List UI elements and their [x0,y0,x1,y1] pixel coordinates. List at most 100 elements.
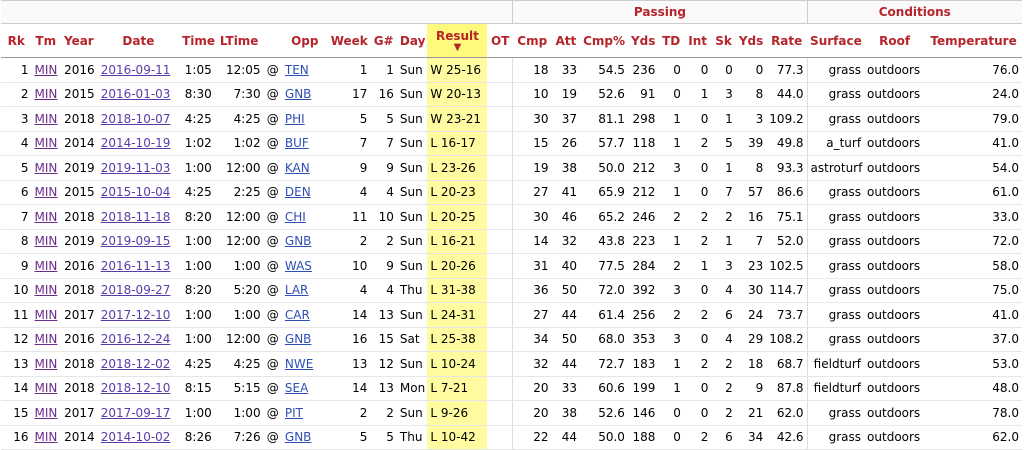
column-header-7[interactable]: Opp [281,23,328,58]
date-link[interactable]: 2017-12-10 [100,307,171,322]
team-link[interactable]: MIN [34,258,58,273]
column-header-13[interactable]: Cmp [512,23,552,58]
column-header-21[interactable]: Rate [766,23,808,58]
column-header-12[interactable]: OT [487,23,513,58]
date-link[interactable]: 2018-11-18 [100,209,171,224]
opponent-link[interactable]: TEN [284,62,309,77]
opponent-link[interactable]: PHI [284,111,305,126]
opponent-link[interactable]: GNB [284,430,312,445]
column-header-14[interactable]: Att [551,23,581,58]
date-link[interactable]: 2016-11-13 [100,258,171,273]
cell-7: PIT [281,400,328,426]
team-link[interactable]: MIN [34,332,58,347]
column-header-5[interactable]: LTime [214,23,264,58]
date-link[interactable]: 2018-12-10 [100,381,171,396]
column-header-20[interactable]: Yds [735,23,767,58]
cell-11: L 20-23 [427,180,488,205]
opponent-link[interactable]: GNB [284,332,312,347]
opponent-link[interactable]: DEN [284,185,311,200]
column-header-3[interactable]: Date [97,23,180,58]
cell-8: 9 [327,155,371,181]
cell-11: L 20-26 [427,253,488,279]
opponent-link[interactable]: CAR [284,307,310,322]
column-header-8[interactable]: Week [327,23,371,58]
column-header-10[interactable]: Day [396,23,428,58]
date-link[interactable]: 2018-09-27 [100,283,171,298]
cell-23: outdoors [864,376,926,401]
cell-15: 60.6 [580,376,628,401]
cell-2: 2019 [60,229,98,254]
date-link[interactable]: 2014-10-19 [100,136,171,151]
date-link[interactable]: 2015-10-04 [100,185,171,200]
team-link[interactable]: MIN [34,283,58,298]
cell-6: @ [263,155,282,181]
cell-19: 2 [711,351,736,377]
opponent-link[interactable]: GNB [284,234,312,249]
cell-5: 12:00 [214,327,264,352]
date-link[interactable]: 2017-09-17 [100,405,171,420]
team-link[interactable]: MIN [34,356,58,371]
column-header-24[interactable]: Temperature [925,23,1022,58]
team-link[interactable]: MIN [34,136,58,151]
team-link[interactable]: MIN [34,160,58,175]
opponent-link[interactable]: WAS [284,258,312,273]
team-link[interactable]: MIN [34,62,58,77]
column-header-22[interactable]: Surface [807,23,865,58]
column-header-15[interactable]: Cmp% [580,23,628,58]
cell-16: 146 [627,400,659,426]
opponent-link[interactable]: PIT [284,405,303,420]
column-header-9[interactable]: G# [370,23,397,58]
date-link[interactable]: 2019-11-03 [100,160,171,175]
team-link[interactable]: MIN [34,209,58,224]
cell-14: 37 [551,106,581,132]
cell-7: GNB [281,82,328,107]
cell-4: 8:20 [179,278,215,303]
cell-16: 236 [627,57,659,83]
cell-7: LAR [281,278,328,303]
column-header-1[interactable]: Tm [31,23,61,58]
date-link[interactable]: 2016-09-11 [100,62,171,77]
column-header-18[interactable]: Int [683,23,712,58]
opponent-link[interactable]: GNB [284,87,312,102]
date-link[interactable]: 2014-10-02 [100,430,171,445]
opponent-link[interactable]: CHI [284,209,306,224]
date-link[interactable]: 2018-10-07 [100,111,171,126]
team-link[interactable]: MIN [34,234,58,249]
opponent-link[interactable]: KAN [284,160,310,175]
column-header-4[interactable]: Time [179,23,215,58]
date-link[interactable]: 2019-09-15 [100,234,171,249]
column-header-6[interactable] [263,23,282,58]
team-link[interactable]: MIN [34,307,58,322]
date-link[interactable]: 2016-12-24 [100,332,171,347]
team-link[interactable]: MIN [34,111,58,126]
cell-22: grass [806,253,865,279]
column-header-23[interactable]: Roof [864,23,926,58]
team-link[interactable]: MIN [34,430,58,445]
column-header-11[interactable]: Result ▼ [427,23,488,58]
opponent-link[interactable]: SEA [284,381,309,396]
cell-3: 2014-10-19 [97,131,180,156]
cell-20: 16 [735,204,767,230]
cell-14: 46 [551,204,581,230]
column-header-17[interactable]: TD [658,23,684,58]
team-link[interactable]: MIN [34,185,58,200]
cell-13: 15 [512,131,552,156]
column-header-0[interactable]: Rk [1,23,32,58]
cell-13: 20 [512,400,552,426]
column-header-16[interactable]: Yds [627,23,659,58]
cell-5: 1:00 [214,253,264,279]
team-link[interactable]: MIN [34,381,58,396]
team-link[interactable]: MIN [34,87,58,102]
column-header-19[interactable]: Sk [711,23,736,58]
team-link[interactable]: MIN [34,405,58,420]
cell-2: 2014 [60,131,98,156]
opponent-link[interactable]: BUF [284,136,309,151]
date-link[interactable]: 2018-12-02 [100,356,171,371]
opponent-link[interactable]: NWE [284,356,314,371]
opponent-link[interactable]: LAR [284,283,309,298]
cell-10: Sun [396,180,428,205]
cell-9: 15 [370,327,397,352]
column-header-2[interactable]: Year [60,23,98,58]
table-row: 1 MIN 2016 2016-09-11 1:05 12:05 @ TEN 1 1 Sun W 25… [1,57,1022,83]
date-link[interactable]: 2016-01-03 [100,87,171,102]
